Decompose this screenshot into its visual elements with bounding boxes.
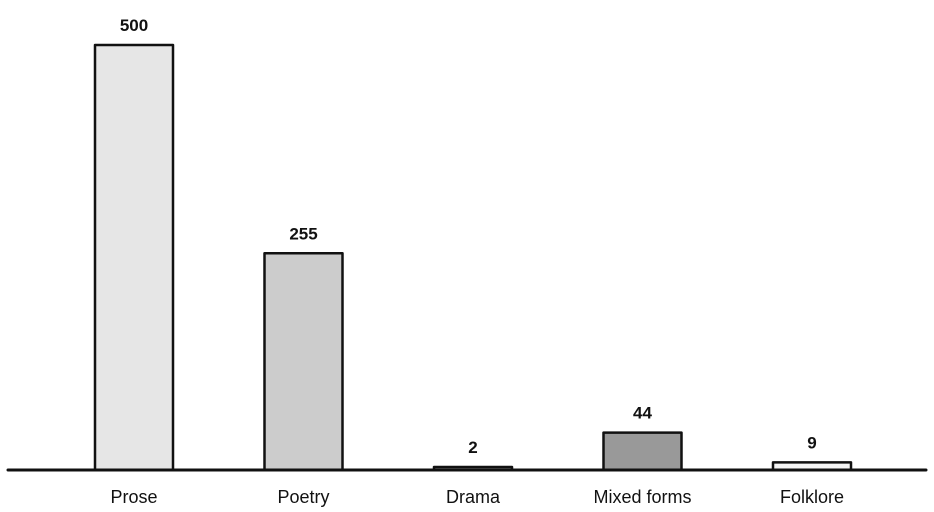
bar-prose	[93, 43, 175, 472]
value-labels-layer: 500 255 2 44 9	[120, 16, 817, 457]
value-label-poetry: 255	[289, 224, 317, 243]
x-tick-label-poetry: Poetry	[277, 487, 329, 507]
bar-poetry	[263, 252, 344, 472]
x-tick-label-prose: Prose	[110, 487, 157, 507]
value-label-folklore: 9	[807, 433, 816, 452]
x-tick-label-mixed-forms: Mixed forms	[593, 487, 691, 507]
x-tick-labels-layer: Prose Poetry Drama Mixed forms Folklore	[110, 487, 844, 507]
bars-layer	[93, 43, 853, 472]
bar-mixed-forms	[602, 431, 683, 472]
value-label-mixed-forms: 44	[633, 404, 652, 423]
value-label-drama: 2	[468, 438, 477, 457]
value-label-prose: 500	[120, 16, 148, 35]
x-tick-label-drama: Drama	[446, 487, 501, 507]
x-tick-label-folklore: Folklore	[780, 487, 844, 507]
